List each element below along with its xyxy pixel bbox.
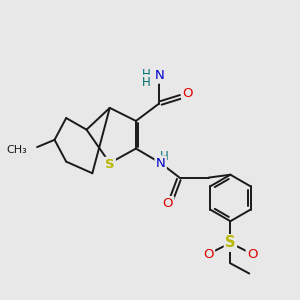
Text: N: N (154, 69, 164, 82)
Text: O: O (163, 197, 173, 210)
Text: S: S (225, 236, 236, 250)
Text: O: O (203, 248, 214, 261)
Text: O: O (247, 248, 257, 261)
Text: H: H (142, 76, 151, 89)
Text: O: O (182, 87, 193, 101)
Text: N: N (156, 157, 166, 169)
Text: S: S (105, 158, 115, 171)
Text: H: H (142, 68, 151, 81)
Text: H: H (160, 150, 169, 163)
Text: CH₃: CH₃ (6, 145, 27, 155)
